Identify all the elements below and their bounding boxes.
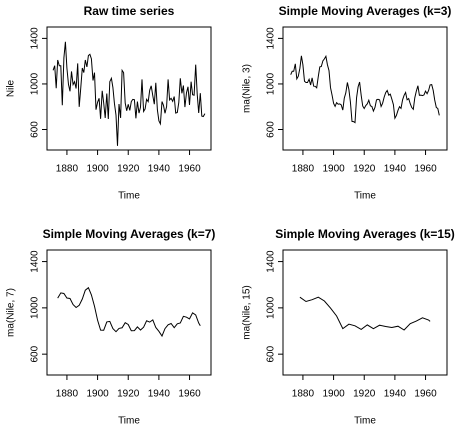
y-axis-label: ma(Nile, 15)	[242, 285, 253, 339]
x-axis-label: Time	[118, 416, 140, 427]
x-tick-label: 1960	[414, 164, 437, 175]
y-axis-label: Nile	[6, 79, 17, 97]
y-tick-label: 1400	[266, 250, 277, 273]
x-tick-label: 1940	[384, 164, 407, 175]
x-tick-label: 1900	[86, 164, 109, 175]
panel-title: Simple Moving Averages (k=15)	[275, 227, 455, 241]
y-tick-label: 1000	[30, 296, 41, 319]
x-tick-label: 1900	[86, 389, 109, 400]
x-tick-label: 1880	[56, 389, 79, 400]
x-tick-label: 1900	[322, 389, 345, 400]
x-tick-label: 1940	[148, 164, 171, 175]
x-axis-label: Time	[354, 416, 376, 427]
x-tick-label: 1900	[322, 164, 345, 175]
plot-frame	[46, 249, 212, 376]
y-axis-label: ma(Nile, 3)	[242, 64, 253, 113]
x-tick-label: 1920	[353, 389, 376, 400]
x-tick-label: 1880	[292, 389, 315, 400]
y-tick-label: 600	[30, 121, 41, 138]
y-tick-label: 1000	[266, 296, 277, 319]
y-tick-label: 600	[30, 345, 41, 362]
panel-title: Raw time series	[84, 4, 175, 18]
x-tick-label: 1940	[384, 389, 407, 400]
y-axis-label: ma(Nile, 7)	[6, 288, 17, 337]
plot-frame	[282, 26, 448, 151]
panel-title: Simple Moving Averages (k=7)	[43, 227, 216, 241]
x-tick-label: 1960	[178, 164, 201, 175]
x-tick-label: 1920	[353, 164, 376, 175]
y-tick-label: 1400	[30, 27, 41, 50]
y-tick-label: 1000	[30, 72, 41, 95]
y-tick-label: 600	[266, 121, 277, 138]
series-line	[290, 54, 440, 124]
series-line	[299, 296, 431, 331]
series-line	[52, 41, 206, 146]
plot-frame	[282, 249, 448, 376]
x-tick-label: 1920	[117, 164, 140, 175]
x-axis-label: Time	[118, 191, 140, 202]
plot-frame	[46, 26, 212, 151]
x-axis-label: Time	[354, 191, 376, 202]
x-tick-label: 1960	[178, 389, 201, 400]
x-tick-label: 1960	[414, 389, 437, 400]
x-tick-label: 1920	[117, 389, 140, 400]
y-tick-label: 1400	[30, 250, 41, 273]
x-tick-label: 1880	[292, 164, 315, 175]
y-tick-label: 1400	[266, 27, 277, 50]
series-line	[57, 286, 201, 338]
y-tick-label: 600	[266, 345, 277, 362]
panel-title: Simple Moving Averages (k=3)	[279, 4, 452, 18]
x-tick-label: 1880	[56, 164, 79, 175]
x-tick-label: 1940	[148, 389, 171, 400]
y-tick-label: 1000	[266, 72, 277, 95]
